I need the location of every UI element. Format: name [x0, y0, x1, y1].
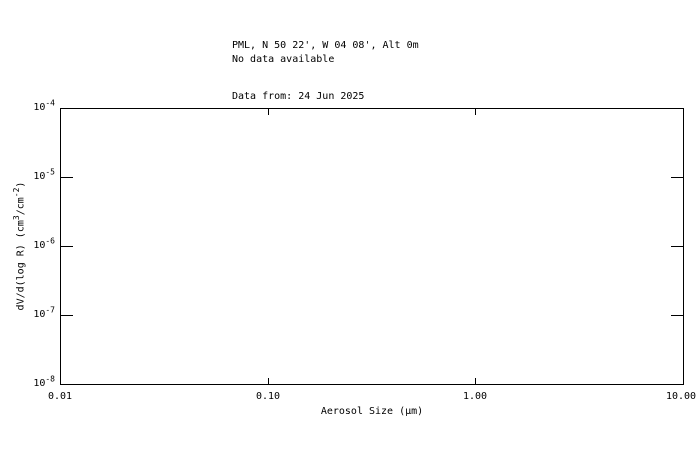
y-title-part: dV/d(log R) (cm: [15, 220, 27, 311]
y-tick-base: 10: [33, 171, 46, 182]
x-tick-label: 0.01: [47, 391, 73, 402]
data-date-line: Data from: 24 Jun 2025: [232, 91, 365, 102]
y-tick-mark: [671, 177, 683, 178]
plot-frame: [60, 108, 684, 385]
y-tick-exponent: -8: [45, 374, 55, 384]
y-tick-mark: [671, 315, 683, 316]
y-tick-mark: [61, 246, 73, 247]
x-tick-label: 1.00: [462, 391, 488, 402]
y-tick-label: 10-6: [0, 236, 55, 252]
station-info-line: PML, N 50 22', W 04 08', Alt 0m: [232, 40, 419, 51]
y-tick-base: 10: [33, 309, 46, 320]
y-tick-base: 10: [33, 102, 46, 113]
y-tick-label: 10-5: [0, 167, 55, 183]
x-axis-title: Aerosol Size (μm): [320, 406, 424, 417]
y-tick-mark: [671, 246, 683, 247]
y-title-superscript: -2: [12, 187, 22, 198]
y-tick-mark: [61, 315, 73, 316]
x-tick-label: 10.00: [665, 391, 697, 402]
x-tick-mark: [475, 378, 476, 384]
x-tick-mark: [268, 109, 269, 115]
y-axis-title: dV/d(log R) (cm3/cm-2): [12, 181, 27, 311]
y-tick-base: 10: [33, 378, 46, 389]
y-title-superscript: 3: [12, 215, 22, 221]
y-tick-exponent: -7: [45, 305, 55, 315]
y-tick-exponent: -6: [45, 236, 55, 246]
y-tick-mark: [61, 177, 73, 178]
x-tick-mark: [475, 109, 476, 115]
x-tick-label: 0.10: [255, 391, 281, 402]
y-title-part: /cm: [15, 197, 27, 216]
x-tick-mark: [268, 378, 269, 384]
y-tick-label: 10-4: [0, 98, 55, 114]
plot-header: PML, N 50 22', W 04 08', Alt 0m Data fro…: [232, 3, 419, 139]
y-title-part: ): [15, 181, 27, 188]
y-tick-exponent: -5: [45, 167, 55, 177]
status-message: No data available: [232, 54, 335, 65]
y-tick-base: 10: [33, 240, 46, 251]
y-tick-label: 10-8: [0, 374, 55, 390]
y-tick-label: 10-7: [0, 305, 55, 321]
y-tick-exponent: -4: [45, 98, 55, 108]
